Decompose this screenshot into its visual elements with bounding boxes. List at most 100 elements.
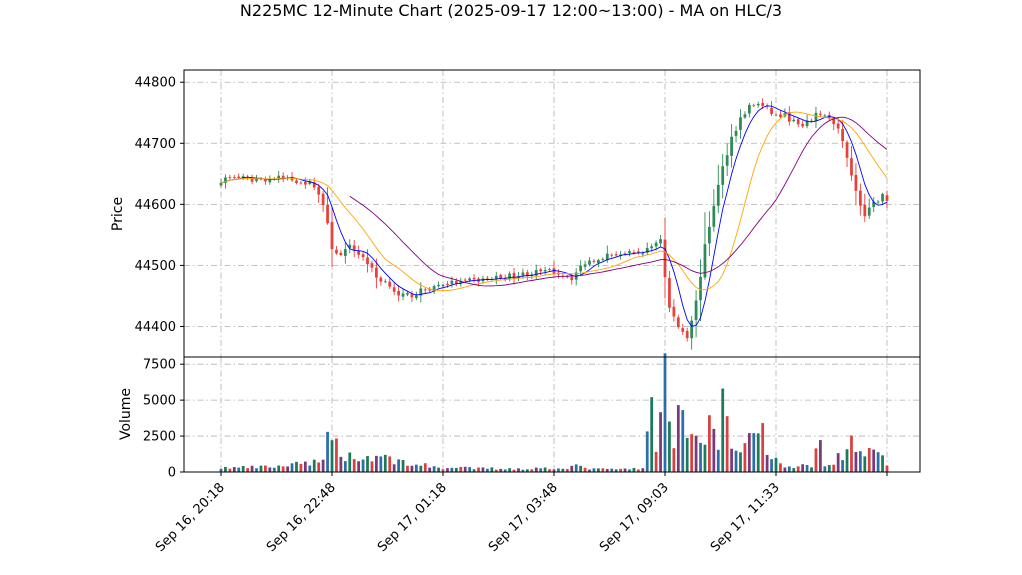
price-tick-label-1: 44500 — [135, 259, 176, 274]
volume-grid — [184, 357, 920, 473]
volume-bar — [708, 415, 711, 472]
volume-bar — [534, 467, 538, 472]
candle — [703, 212, 707, 280]
candle — [610, 253, 614, 258]
candle — [858, 183, 862, 216]
volume-bar — [255, 468, 258, 472]
volume-bar — [876, 452, 880, 472]
candle — [406, 291, 409, 297]
volume-bar — [672, 448, 676, 472]
volume-bar — [867, 447, 871, 472]
volume-bar — [512, 469, 516, 472]
candle — [685, 327, 689, 342]
candle — [787, 106, 791, 126]
volume-bar — [272, 467, 276, 472]
candle — [601, 257, 605, 262]
volume-bar — [317, 462, 321, 472]
volume-bar — [414, 464, 418, 472]
price-tick-label-0: 44400 — [135, 320, 176, 335]
volume-bar — [423, 463, 427, 472]
candle — [414, 291, 418, 301]
candle — [681, 324, 685, 335]
volume-bar — [863, 456, 867, 472]
volume-bar — [739, 452, 742, 472]
volume-bar — [410, 465, 414, 472]
volume-bar — [858, 451, 862, 472]
candle — [335, 246, 338, 255]
volume-bar — [375, 455, 378, 472]
price-tick-label-2: 44600 — [135, 198, 176, 213]
volume-bar — [872, 449, 876, 472]
candle — [819, 110, 822, 117]
candle — [739, 109, 742, 139]
candle — [850, 145, 853, 181]
volume-bar — [468, 467, 472, 472]
candle — [250, 174, 254, 185]
volume-bar — [841, 460, 844, 472]
volume-bar — [605, 468, 609, 472]
candle — [583, 260, 587, 271]
candle — [721, 154, 725, 199]
volume-bar — [343, 461, 347, 472]
candle — [863, 193, 867, 223]
volume-bar — [801, 464, 805, 472]
candle — [490, 277, 494, 281]
candle — [388, 277, 392, 289]
volume-bar — [290, 463, 294, 472]
candle — [299, 181, 303, 185]
volume-bar — [268, 467, 272, 472]
candle — [375, 258, 378, 289]
candle — [264, 176, 267, 185]
candle — [747, 102, 751, 118]
candle — [565, 274, 569, 279]
volume-bar — [503, 469, 507, 472]
volume-bar — [752, 433, 756, 472]
candle — [783, 108, 787, 118]
candle — [410, 290, 414, 303]
volume-bar — [810, 467, 813, 472]
volume-bar — [246, 468, 250, 472]
volume-bar — [366, 456, 369, 472]
moving-averages — [220, 105, 888, 327]
candle — [779, 110, 782, 119]
volume-bar — [734, 450, 738, 472]
volume-bar — [836, 453, 840, 472]
volume-bar — [632, 468, 636, 472]
volume-bar — [517, 468, 520, 472]
candle — [659, 234, 662, 248]
candle — [872, 197, 876, 213]
candle — [401, 289, 405, 301]
volume-bar — [361, 459, 365, 472]
volume-bar — [237, 467, 241, 472]
candle — [548, 267, 551, 272]
candle — [472, 274, 476, 283]
volume-bar — [552, 469, 556, 472]
price-panel-frame — [183, 69, 921, 358]
candle — [734, 126, 738, 143]
candle — [885, 190, 889, 208]
volume-bar — [308, 465, 312, 472]
candle — [645, 242, 649, 255]
volume-bar — [743, 443, 747, 472]
candle — [432, 284, 436, 294]
volume-bar — [459, 466, 463, 472]
candle — [796, 117, 800, 128]
price-panel: 44400 44500 44600 44700 44800 Price — [110, 69, 921, 358]
candle — [290, 171, 294, 182]
x-axis: Sep 16, 20:18 Sep 16, 22:48 Sep 17, 01:18 S… — [153, 472, 888, 555]
volume-bar — [530, 469, 534, 472]
volume-bar — [636, 469, 640, 472]
candle — [330, 206, 334, 268]
candle — [676, 314, 680, 329]
volume-axis-label: Volume — [118, 388, 134, 440]
candle — [770, 101, 773, 117]
volume-tick-label-3: 7500 — [143, 358, 176, 373]
volume-bar — [619, 468, 622, 472]
volume-bar — [472, 469, 476, 472]
candle — [357, 245, 361, 259]
volume-bar — [663, 353, 667, 472]
candle — [370, 260, 374, 273]
candle — [437, 281, 440, 288]
volume-bar — [295, 461, 298, 472]
volume-bar — [583, 467, 587, 472]
